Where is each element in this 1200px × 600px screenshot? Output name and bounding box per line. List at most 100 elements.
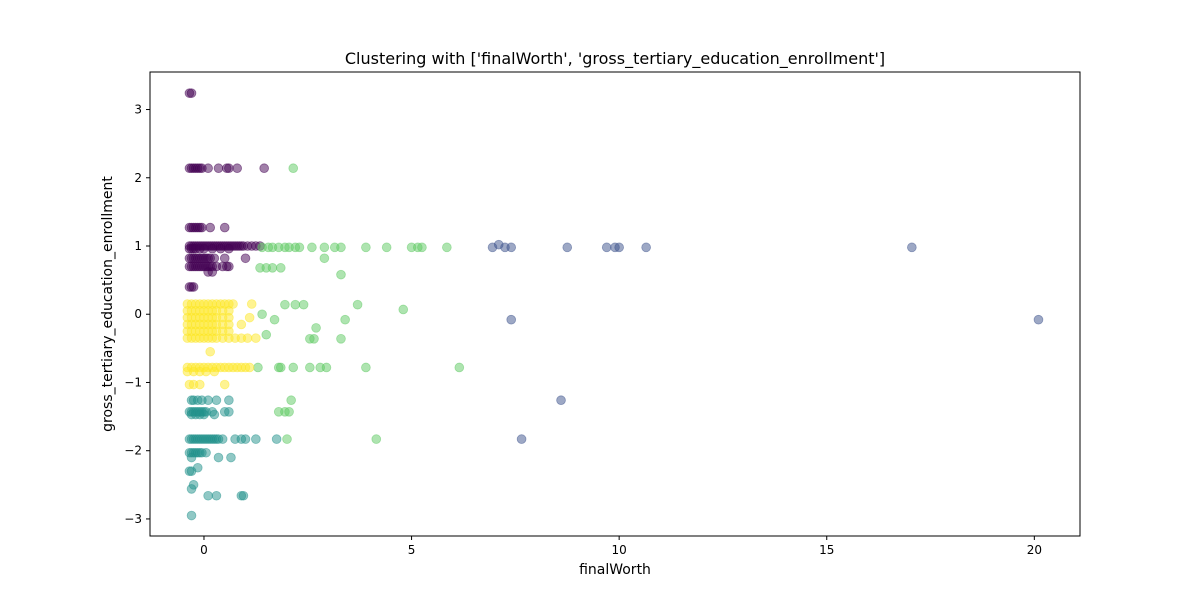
x-tick-label: 15 <box>819 543 834 557</box>
data-point <box>224 395 234 406</box>
data-point <box>205 346 216 357</box>
data-point <box>309 333 319 344</box>
data-point <box>294 242 305 253</box>
y-tick-label: 0 <box>134 307 142 321</box>
data-point <box>209 366 220 377</box>
x-axis-ticks: 0 5 10 15 20 <box>200 536 1042 557</box>
cluster-2 <box>184 395 282 521</box>
data-point <box>224 261 234 272</box>
y-tick-label: 2 <box>134 171 142 185</box>
data-point <box>213 163 224 174</box>
y-tick-label: −1 <box>124 375 142 389</box>
data-point <box>506 242 517 253</box>
data-point <box>251 333 261 343</box>
data-point <box>381 242 392 253</box>
data-point <box>251 434 261 444</box>
data-point <box>186 88 197 98</box>
data-point <box>213 452 224 463</box>
y-tick-label: 3 <box>134 103 142 117</box>
data-point <box>188 282 199 292</box>
data-point <box>311 323 321 333</box>
data-point <box>261 329 272 340</box>
data-point <box>280 299 290 310</box>
data-point <box>219 222 230 233</box>
data-point <box>240 253 251 264</box>
data-point <box>284 407 294 417</box>
data-point <box>207 267 218 277</box>
data-point <box>286 395 296 406</box>
data-point <box>288 362 299 373</box>
data-point <box>298 299 309 310</box>
data-point <box>259 163 269 174</box>
data-point <box>203 490 213 501</box>
data-point <box>242 333 253 343</box>
data-point <box>195 379 205 390</box>
data-point <box>641 242 651 253</box>
data-point <box>275 362 286 373</box>
data-point <box>232 163 242 174</box>
data-point <box>209 253 220 264</box>
data-point <box>907 242 917 253</box>
data-point <box>319 242 330 253</box>
data-point <box>186 510 197 521</box>
data-point <box>516 434 527 444</box>
data-point <box>219 379 230 390</box>
data-point <box>205 222 216 233</box>
x-axis-label: finalWorth <box>579 562 651 578</box>
data-point <box>203 163 213 174</box>
data-point <box>224 163 234 174</box>
data-point <box>226 452 236 463</box>
cluster-0 <box>184 88 269 292</box>
data-point <box>240 434 251 444</box>
data-point <box>224 407 234 417</box>
data-point <box>1033 314 1044 325</box>
data-point <box>244 312 255 323</box>
data-point <box>201 366 211 377</box>
data-point <box>203 395 213 406</box>
data-point <box>556 395 566 406</box>
data-point <box>282 434 292 444</box>
data-point <box>199 409 209 420</box>
data-point <box>398 304 409 315</box>
data-point <box>275 263 286 273</box>
data-point <box>219 253 230 264</box>
data-point <box>361 362 371 373</box>
data-point <box>336 242 346 253</box>
data-point <box>442 242 452 253</box>
cluster-3 <box>253 163 465 444</box>
data-points <box>182 88 1044 521</box>
data-point <box>305 362 315 373</box>
data-point <box>288 163 299 174</box>
y-axis-ticks: −3 −2 −1 0 1 2 3 <box>124 103 150 526</box>
data-point <box>417 242 427 253</box>
x-tick-label: 20 <box>1027 543 1042 557</box>
data-point <box>371 434 382 444</box>
data-point <box>238 490 249 501</box>
data-point <box>340 314 350 325</box>
axes-frame <box>149 71 1081 537</box>
data-point <box>211 490 222 501</box>
data-point <box>224 243 234 254</box>
chart-title: Clustering with ['finalWorth', 'gross_te… <box>345 49 885 69</box>
x-tick-label: 10 <box>612 543 627 557</box>
y-tick-label: −2 <box>124 444 142 458</box>
data-point <box>228 299 238 309</box>
data-point <box>267 263 278 273</box>
data-point <box>192 462 203 473</box>
data-point <box>271 434 282 444</box>
data-point <box>236 319 247 330</box>
data-point <box>562 242 573 253</box>
data-point <box>257 309 267 320</box>
data-point <box>207 243 218 254</box>
data-point <box>186 452 197 463</box>
data-point <box>321 362 332 373</box>
data-point <box>336 333 346 344</box>
x-tick-label: 0 <box>200 543 208 557</box>
data-point <box>601 242 612 253</box>
data-point <box>506 314 517 325</box>
data-point <box>361 242 371 253</box>
data-point <box>307 242 317 253</box>
x-tick-label: 5 <box>408 543 416 557</box>
